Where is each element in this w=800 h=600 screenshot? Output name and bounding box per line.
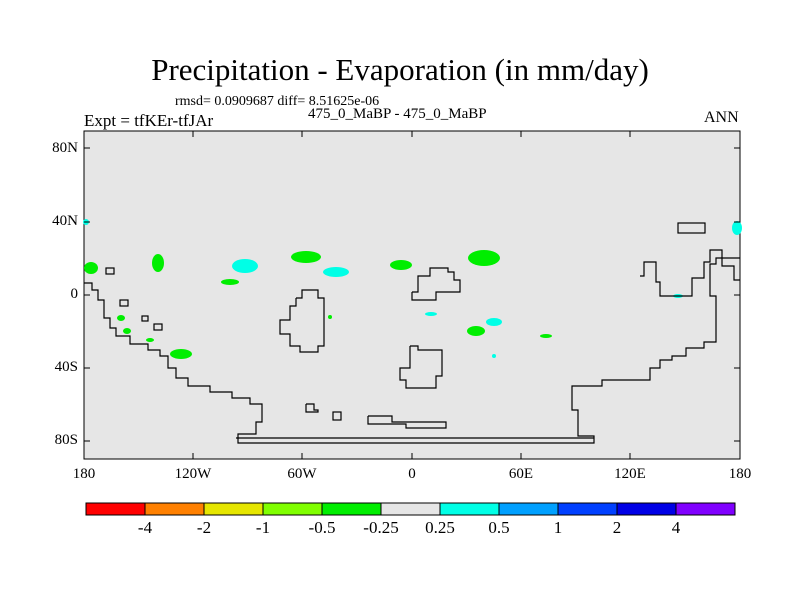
colorbar-label: 1 [553, 518, 563, 537]
island-outline [105, 267, 115, 275]
island-outline [677, 222, 706, 234]
island-outline [119, 299, 129, 307]
anomaly-patch [492, 354, 496, 358]
anomaly-patch [468, 250, 500, 266]
lon-label: 120E [614, 466, 646, 482]
island-outline [332, 411, 342, 421]
anomaly-patch [323, 267, 349, 277]
stats-text: rmsd= 0.0909687 diff= 8.51625e-06 [175, 94, 380, 109]
colorbar-swatch [203, 502, 264, 516]
colorbar-swatch [262, 502, 323, 516]
coastline [411, 267, 461, 301]
colorbar-label: -0.25 [363, 518, 399, 537]
colorbar-swatch [439, 502, 500, 516]
anomaly-patches-green [84, 250, 552, 359]
lon-label: 60E [508, 466, 534, 482]
anomaly-patch [146, 338, 154, 342]
anomaly-patch [467, 326, 485, 336]
colorbar-label: -0.5 [308, 518, 336, 537]
colorbar-swatch [144, 502, 205, 516]
season-label: ANN [704, 109, 739, 126]
anomaly-patch [291, 251, 321, 263]
coastline [305, 403, 319, 413]
lat-label: 80S [54, 432, 78, 448]
colorbar-swatch [498, 502, 559, 516]
island-outline [141, 315, 149, 322]
colorbar-swatch [557, 502, 618, 516]
colorbar-swatch [616, 502, 677, 516]
coastline [399, 345, 443, 389]
anomaly-patch [221, 279, 239, 285]
anomaly-patch [152, 254, 164, 272]
colorbar-label: -1 [255, 518, 271, 537]
anomaly-patch [732, 221, 742, 235]
colorbar-label: 0.5 [488, 518, 510, 537]
lon-label: 180 [728, 466, 752, 482]
coastline [367, 415, 447, 429]
anomaly-patch [425, 312, 437, 316]
coastline [84, 257, 740, 444]
lat-label: 0 [70, 286, 79, 302]
lat-label: 80N [52, 140, 78, 156]
colorbar-label: 4 [671, 518, 681, 537]
anomaly-patch [486, 318, 502, 326]
colorbar-label: 0.25 [425, 518, 455, 537]
coastline [279, 289, 325, 353]
colorbar-label: -2 [196, 518, 212, 537]
colorbar-label: 2 [612, 518, 622, 537]
chart-title: Precipitation - Evaporation (in mm/day) [151, 52, 649, 87]
coastlines [84, 222, 740, 444]
lat-label: 40S [54, 359, 78, 375]
island-outline [153, 323, 163, 331]
colorbar-swatch [675, 502, 736, 516]
colorbar [85, 502, 736, 516]
lon-label: 120W [174, 466, 212, 482]
experiment-label: Expt = tfKEr-tfJAr [84, 111, 214, 130]
anomaly-patch [84, 262, 98, 274]
anomaly-patch [170, 349, 192, 359]
axis-ticks [83, 131, 741, 459]
coastline [640, 249, 740, 297]
comparison-label: 475_0_MaBP - 475_0_MaBP [308, 106, 487, 122]
colorbar-label: -4 [137, 518, 153, 537]
anomaly-patch [117, 315, 125, 321]
anomaly-patch [390, 260, 412, 270]
lat-label: 40N [52, 213, 78, 229]
anomaly-patch [232, 259, 258, 273]
colorbar-swatch [85, 502, 146, 516]
anomaly-patch [123, 328, 131, 334]
anomaly-patch [328, 315, 332, 319]
lon-label: 180 [72, 466, 96, 482]
colorbar-swatch [321, 502, 382, 516]
anomaly-patch [540, 334, 552, 338]
lon-label: 60W [287, 466, 317, 482]
lon-label: 0 [408, 466, 416, 482]
colorbar-swatch [380, 502, 441, 516]
